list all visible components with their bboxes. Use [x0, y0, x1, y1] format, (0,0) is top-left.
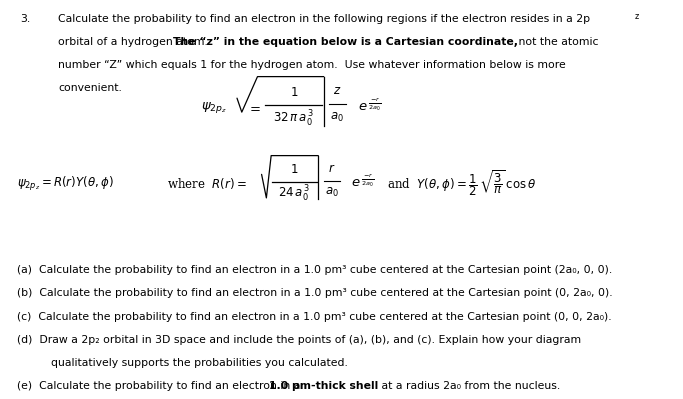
- Text: $24\,a_0^{\,3}$: $24\,a_0^{\,3}$: [278, 184, 311, 204]
- Text: (d)  Draw a 2p₂ orbital in 3D space and include the points of (a), (b), and (c).: (d) Draw a 2p₂ orbital in 3D space and i…: [17, 335, 581, 345]
- Text: $32\,\pi\,a_0^{\,3}$: $32\,\pi\,a_0^{\,3}$: [273, 109, 314, 129]
- Text: not the atomic: not the atomic: [515, 37, 598, 47]
- Text: where  $R(r) =$: where $R(r) =$: [167, 176, 247, 191]
- Text: 1.0 pm-thick shell: 1.0 pm-thick shell: [269, 381, 378, 391]
- Text: orbital of a hydrogen atom.: orbital of a hydrogen atom.: [58, 37, 212, 47]
- Text: The “z” in the equation below is a Cartesian coordinate,: The “z” in the equation below is a Carte…: [173, 37, 518, 47]
- Text: $1$: $1$: [290, 163, 298, 176]
- Text: qualitatively supports the probabilities you calculated.: qualitatively supports the probabilities…: [51, 358, 348, 368]
- Text: $r$: $r$: [329, 162, 335, 175]
- Text: $a_0$: $a_0$: [331, 111, 344, 124]
- Text: 3.: 3.: [20, 14, 31, 24]
- Text: (a)  Calculate the probability to find an electron in a 1.0 pm³ cube centered at: (a) Calculate the probability to find an…: [17, 265, 613, 275]
- Text: (c)  Calculate the probability to find an electron in a 1.0 pm³ cube centered at: (c) Calculate the probability to find an…: [17, 312, 612, 322]
- Text: (e)  Calculate the probability to find an electron in a: (e) Calculate the probability to find an…: [17, 381, 304, 391]
- Text: $e^{\,\frac{-r}{2a_0}}$: $e^{\,\frac{-r}{2a_0}}$: [351, 174, 374, 190]
- Text: and  $Y(\theta,\phi) = \dfrac{1}{2}\,\sqrt{\dfrac{3}{\pi}}\,\cos\theta$: and $Y(\theta,\phi) = \dfrac{1}{2}\,\sqr…: [387, 169, 537, 198]
- Text: $\psi_{2p_z}$: $\psi_{2p_z}$: [201, 100, 227, 115]
- Text: $e^{\,\frac{-r}{2a_0}}$: $e^{\,\frac{-r}{2a_0}}$: [358, 97, 381, 114]
- Text: convenient.: convenient.: [58, 83, 122, 93]
- Text: $=$: $=$: [247, 101, 262, 114]
- Text: Calculate the probability to find an electron in the following regions if the el: Calculate the probability to find an ele…: [58, 14, 590, 24]
- Text: $\psi_{2p_z} = R(r)Y(\theta,\phi)$: $\psi_{2p_z} = R(r)Y(\theta,\phi)$: [17, 174, 114, 193]
- Text: $z$: $z$: [333, 84, 342, 97]
- Text: (b)  Calculate the probability to find an electron in a 1.0 pm³ cube centered at: (b) Calculate the probability to find an…: [17, 288, 613, 298]
- Text: number “Z” which equals 1 for the hydrogen atom.  Use whatever information below: number “Z” which equals 1 for the hydrog…: [58, 60, 566, 70]
- Text: z: z: [634, 12, 639, 21]
- Text: at a radius 2a₀ from the nucleus.: at a radius 2a₀ from the nucleus.: [378, 381, 560, 391]
- Text: $a_0$: $a_0$: [325, 186, 339, 199]
- Text: $1$: $1$: [290, 86, 298, 99]
